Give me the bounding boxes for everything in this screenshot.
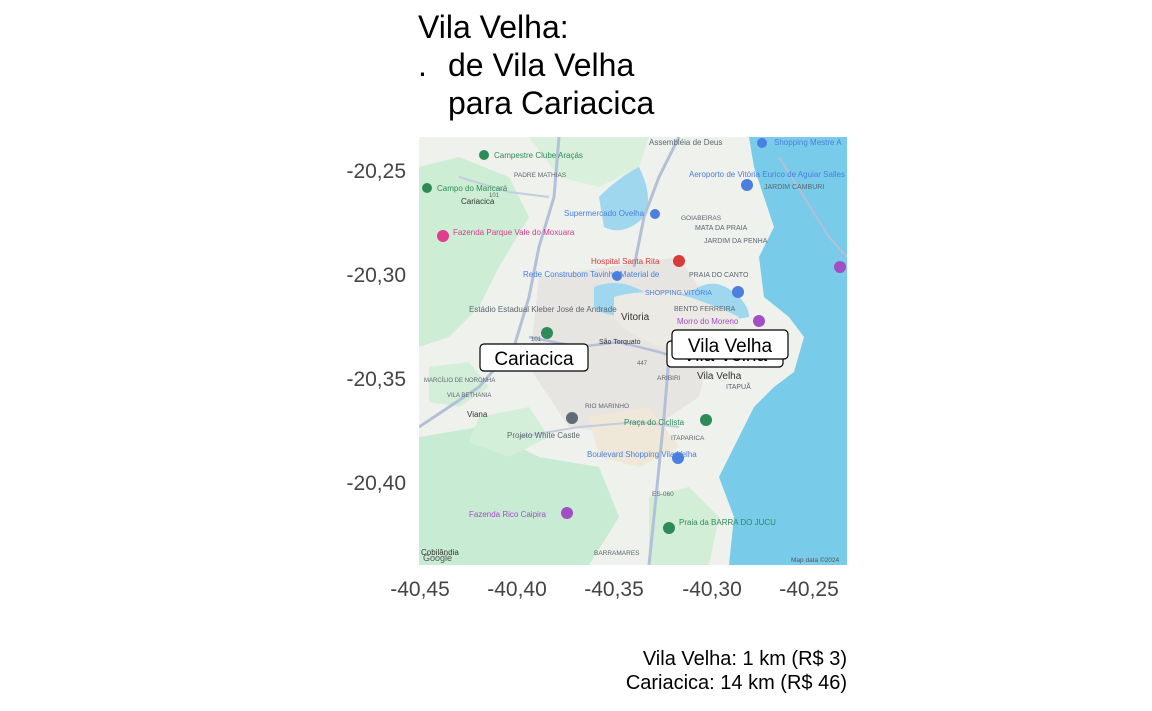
map-attribution: Map data ©2024 — [791, 556, 840, 564]
shopping-icon[interactable] — [732, 286, 744, 298]
place-label: GOIABEIRAS — [681, 215, 722, 222]
place-label: Cariacica — [461, 197, 495, 206]
place-label: JARDIM CAMBURI — [764, 184, 824, 191]
label-cariacica: Cariacica — [479, 343, 589, 372]
title-bullet: . — [418, 47, 427, 83]
road-shield: 101 — [489, 193, 500, 199]
place-label: Cobilândia — [421, 548, 459, 557]
place-label: BENTO FERREIRA — [674, 306, 736, 313]
road-shield: 101 — [531, 337, 542, 343]
place-label: Estádio Estadual Kleber José de Andrade — [469, 305, 617, 314]
place-label: São Torquato — [599, 339, 641, 346]
green-area — [469, 407, 549, 457]
place-pin-icon[interactable] — [566, 412, 578, 424]
label-vila-velha-text: Vila Velha — [688, 336, 773, 357]
place-label: Supermercado Ovelha — [564, 209, 645, 218]
place-label: ITAPUÃ — [726, 382, 751, 391]
green-area — [419, 427, 619, 565]
place-label: Campestre Clube Araçás — [494, 151, 583, 160]
camera-icon[interactable] — [753, 315, 765, 327]
place-label: Morro do Moreno — [677, 317, 739, 326]
place-label: Praia da BARRA DO JUCU — [679, 518, 776, 527]
place-label: Shopping Mestre A — [774, 138, 842, 147]
caption-line-2: Cariacica: 14 km (R$ 46) — [625, 672, 847, 694]
place-label: Fazenda Parque Vale do Moxuara — [453, 228, 575, 237]
place-label: MATA DA PRAIA — [695, 225, 748, 232]
x-tick-label: -40,25 — [779, 578, 839, 601]
place-label: Assembléia de Deus — [649, 138, 722, 147]
place-label: Praça do Ciclista — [624, 418, 685, 427]
x-tick-label: -40,45 — [390, 578, 450, 601]
y-tick-label: -20,40 — [346, 472, 406, 495]
green-area — [419, 157, 529, 347]
plot-title: Vila Velha: . de Vila Velha para Cariacic… — [418, 8, 654, 122]
label-cariacica-text: Cariacica — [494, 349, 574, 370]
place-label: PRAIA DO CANTO — [689, 272, 749, 279]
store-icon[interactable] — [612, 271, 622, 281]
beach-icon[interactable] — [663, 522, 675, 534]
road — [518, 420, 680, 438]
place-label: Aeroporto de Vitória Eurico de Aguiar Sa… — [689, 170, 845, 179]
place-label: Projeto White Castle — [507, 431, 580, 440]
place-label: Fazenda Rico Caipira — [469, 510, 546, 519]
caption-line-1: Vila Velha: 1 km (R$ 3) — [642, 648, 847, 670]
place-label: ES-060 — [652, 491, 674, 498]
sea — [719, 137, 847, 565]
place-label: Campo do Maricará — [437, 184, 508, 193]
shopping-cart-icon[interactable] — [650, 209, 660, 219]
shopping-icon[interactable] — [757, 138, 767, 148]
x-tick-label: -40,35 — [584, 578, 644, 601]
green-area — [429, 362, 489, 407]
airport-icon[interactable] — [741, 179, 753, 191]
road — [632, 137, 681, 268]
attraction-icon[interactable] — [437, 230, 449, 242]
y-tick-label: -20,35 — [346, 368, 406, 391]
camera-icon[interactable] — [834, 261, 846, 273]
park-icon[interactable] — [700, 414, 712, 426]
y-tick-label: -20,30 — [346, 264, 406, 287]
place-label: RIO MARINHO — [585, 403, 629, 410]
road — [778, 156, 847, 258]
place-label: PADRE MATHIAS — [514, 172, 567, 179]
title-line-1: Vila Velha: — [418, 9, 569, 45]
place-label: ARIBIRI — [657, 375, 681, 382]
place-label: Hospital Santa Rita — [591, 257, 660, 266]
road — [647, 356, 671, 565]
place-label: JARDIM DA PENHA — [704, 238, 768, 245]
stadium-icon[interactable] — [541, 327, 553, 339]
green-area — [649, 487, 719, 565]
road-shield: 447 — [637, 361, 648, 367]
channel — [599, 167, 648, 231]
caption: Vila Velha: 1 km (R$ 3) Cariacica: 14 km… — [626, 647, 847, 695]
place-label: VILA BETHANIA — [447, 393, 491, 399]
google-logo: Google — [423, 553, 452, 563]
label-vila-velha: Vila Velha — [671, 329, 789, 360]
map-panel[interactable]: Assembléia de Deus Shopping Mestre A Cam… — [419, 137, 847, 565]
place-label: Vitoria — [621, 312, 650, 323]
shopping-icon[interactable] — [672, 452, 684, 464]
place-label: BARRAMARES — [594, 550, 640, 557]
hospital-icon[interactable] — [673, 255, 685, 267]
place-label: Boulevard Shopping Vila Velha — [587, 450, 697, 459]
place-label: ITAPARICA — [671, 435, 705, 442]
place-label: Viana — [467, 410, 488, 419]
place-label: SHOPPING VITÓRIA — [645, 288, 712, 297]
urban-area — [589, 407, 679, 467]
place-label: MARCÍLIO DE NORONHA — [424, 377, 495, 384]
road — [419, 137, 561, 429]
y-tick-label: -20,25 — [346, 160, 406, 183]
farm-icon[interactable] — [561, 507, 573, 519]
place-label: Rede Construbom Tavinho Material de — [523, 270, 660, 279]
park-icon[interactable] — [422, 183, 432, 193]
title-line-3: para Cariacica — [448, 85, 655, 121]
place-label: Vila Velha — [697, 371, 742, 382]
x-tick-label: -40,30 — [682, 578, 742, 601]
road — [458, 176, 550, 198]
park-icon[interactable] — [479, 150, 489, 160]
title-line-2: de Vila Velha — [448, 47, 635, 83]
x-tick-label: -40,40 — [487, 578, 547, 601]
